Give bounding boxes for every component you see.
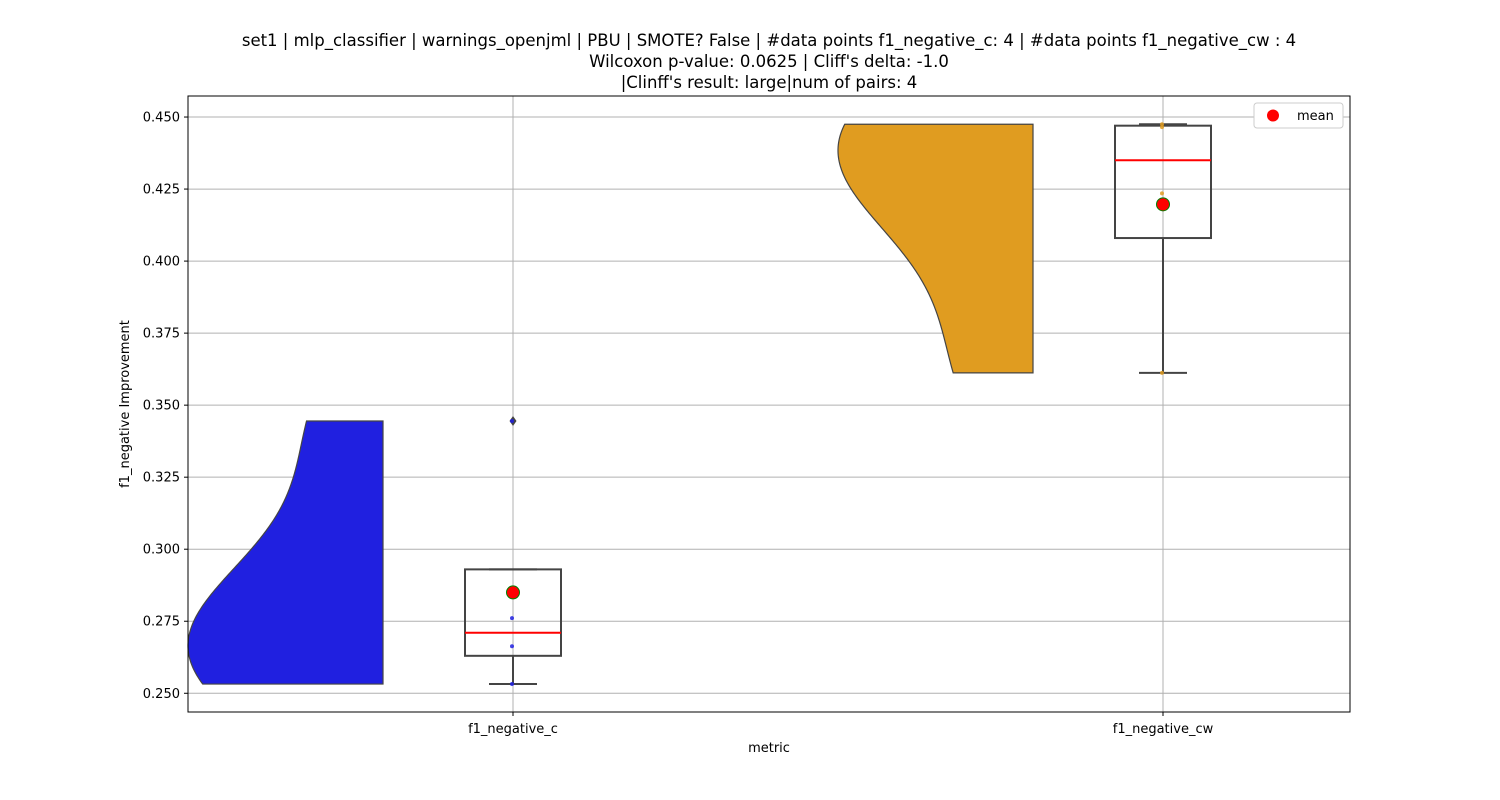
y-tick-label: 0.425 <box>143 183 180 198</box>
y-tick-label: 0.375 <box>143 327 180 342</box>
mean-marker <box>1156 197 1170 212</box>
x-tick-label: f1_negative_c <box>468 722 558 737</box>
legend: mean <box>1253 102 1344 129</box>
data-point <box>510 418 514 423</box>
data-point <box>1160 125 1164 130</box>
y-tick-label: 0.350 <box>143 399 180 414</box>
data-point <box>510 644 514 649</box>
y-tick-label: 0.325 <box>143 471 180 486</box>
data-point <box>1160 370 1164 375</box>
x-tick-label: f1_negative_cw <box>1113 722 1214 737</box>
violin-f1_negative_cw <box>837 123 1034 374</box>
legend-frame <box>1253 102 1344 129</box>
y-axis-label: f1_negative Improvement <box>118 320 133 488</box>
legend-mean-marker <box>1267 109 1279 122</box>
chart-title-line-3: |Clinff's result: large|num of pairs: 4 <box>621 73 918 92</box>
legend-mean-label: mean <box>1297 109 1334 124</box>
data-point <box>510 682 514 687</box>
chart-title-line-1: set1 | mlp_classifier | warnings_openjml… <box>242 31 1296 51</box>
chart-title-line-2: Wilcoxon p-value: 0.0625 | Cliff's delta… <box>589 52 949 71</box>
x-axis-label: metric <box>748 741 790 756</box>
y-tick-label: 0.400 <box>143 255 180 270</box>
data-point <box>1160 122 1164 127</box>
y-tick-label: 0.300 <box>143 543 180 558</box>
axes-frame <box>187 95 1351 713</box>
data-point <box>510 616 514 621</box>
y-tick-label: 0.450 <box>143 111 180 126</box>
plot-area: 0.250 0.275 0.300 0.325 0.350 0.375 0.400 0.425… <box>143 95 1351 737</box>
data-point <box>1160 191 1164 196</box>
box-f1_negative_c <box>464 568 562 657</box>
y-tick-label: 0.275 <box>143 615 180 630</box>
mean-marker <box>506 585 520 600</box>
y-tick-label: 0.250 <box>143 687 180 702</box>
